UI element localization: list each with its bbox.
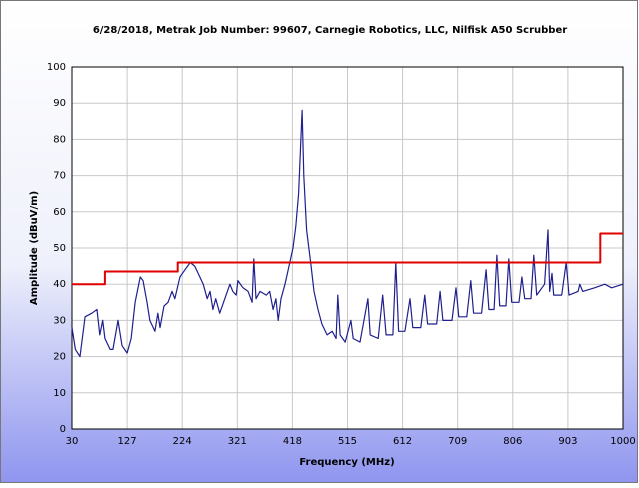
- x-tick-label: 1000: [610, 436, 635, 447]
- y-tick-label: 40: [53, 279, 66, 290]
- y-tick-label: 30: [53, 315, 66, 326]
- y-tick-label: 100: [47, 62, 66, 73]
- x-tick-label: 515: [338, 436, 357, 447]
- y-tick-label: 60: [53, 207, 66, 218]
- y-tick-label: 0: [60, 424, 66, 435]
- x-tick-label: 418: [283, 436, 302, 447]
- y-tick-label: 70: [53, 171, 66, 182]
- y-tick-label: 20: [53, 352, 66, 363]
- x-tick-label: 903: [558, 436, 577, 447]
- data-line: [72, 232, 623, 286]
- y-tick-label: 80: [53, 134, 66, 145]
- x-tick-label: 224: [173, 436, 192, 447]
- y-tick-label: 50: [53, 243, 66, 254]
- x-tick-label: 806: [503, 436, 522, 447]
- y-axis-label: Amplitude (dBuV/m): [29, 191, 40, 305]
- x-axis-label: Frequency (MHz): [299, 457, 394, 468]
- plot-border: [71, 66, 624, 430]
- y-tick-label: 90: [53, 98, 66, 109]
- x-tick-label: 612: [393, 436, 412, 447]
- x-tick-label: 127: [118, 436, 137, 447]
- x-tick-label: 321: [228, 436, 247, 447]
- chart-title: 6/28/2018, Metrak Job Number: 99607, Car…: [93, 25, 567, 36]
- y-tick-label: 10: [53, 388, 66, 399]
- data-line: [71, 109, 624, 358]
- x-tick-label: 709: [448, 436, 467, 447]
- x-tick-label: 30: [66, 436, 79, 447]
